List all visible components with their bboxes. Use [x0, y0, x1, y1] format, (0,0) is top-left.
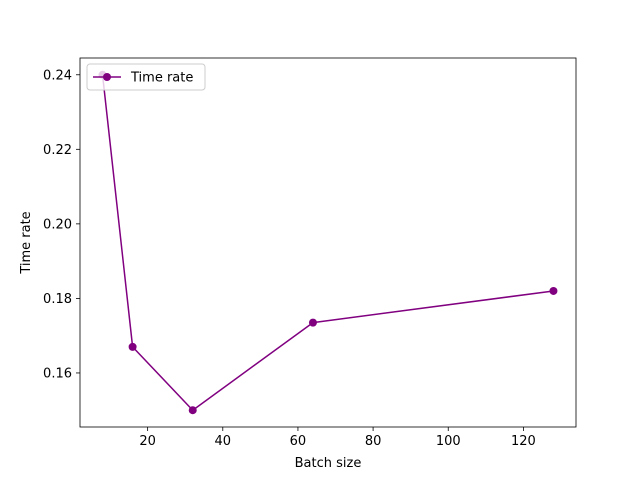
- legend-entry-time-rate: Time rate: [130, 71, 193, 86]
- legend: Time rate: [86, 63, 206, 91]
- x-tick-label: 100: [436, 434, 461, 449]
- x-axis-label: Batch size: [295, 456, 362, 471]
- x-axis-ticks: 20 40 60 80 100 120: [139, 427, 536, 449]
- y-tick-label: 0.20: [43, 217, 72, 232]
- legend-marker-sample: [103, 73, 111, 81]
- y-tick-label: 0.22: [43, 143, 72, 158]
- plot-frame: [79, 57, 577, 428]
- y-axis-ticks: 0.16 0.18 0.20 0.22 0.24: [43, 68, 80, 381]
- y-tick-label: 0.18: [43, 292, 72, 307]
- data-point: [188, 406, 197, 415]
- y-axis-label: Time rate: [19, 211, 34, 274]
- data-point: [128, 342, 137, 351]
- x-tick-label: 40: [215, 434, 232, 449]
- x-tick-label: 20: [139, 434, 156, 449]
- x-tick-label: 60: [290, 434, 307, 449]
- x-tick-label: 80: [365, 434, 382, 449]
- x-tick-label: 120: [511, 434, 536, 449]
- data-point: [549, 286, 558, 295]
- data-point: [308, 318, 317, 327]
- y-tick-label: 0.24: [43, 68, 72, 83]
- legend-box: [86, 63, 206, 91]
- y-tick-label: 0.16: [43, 366, 72, 381]
